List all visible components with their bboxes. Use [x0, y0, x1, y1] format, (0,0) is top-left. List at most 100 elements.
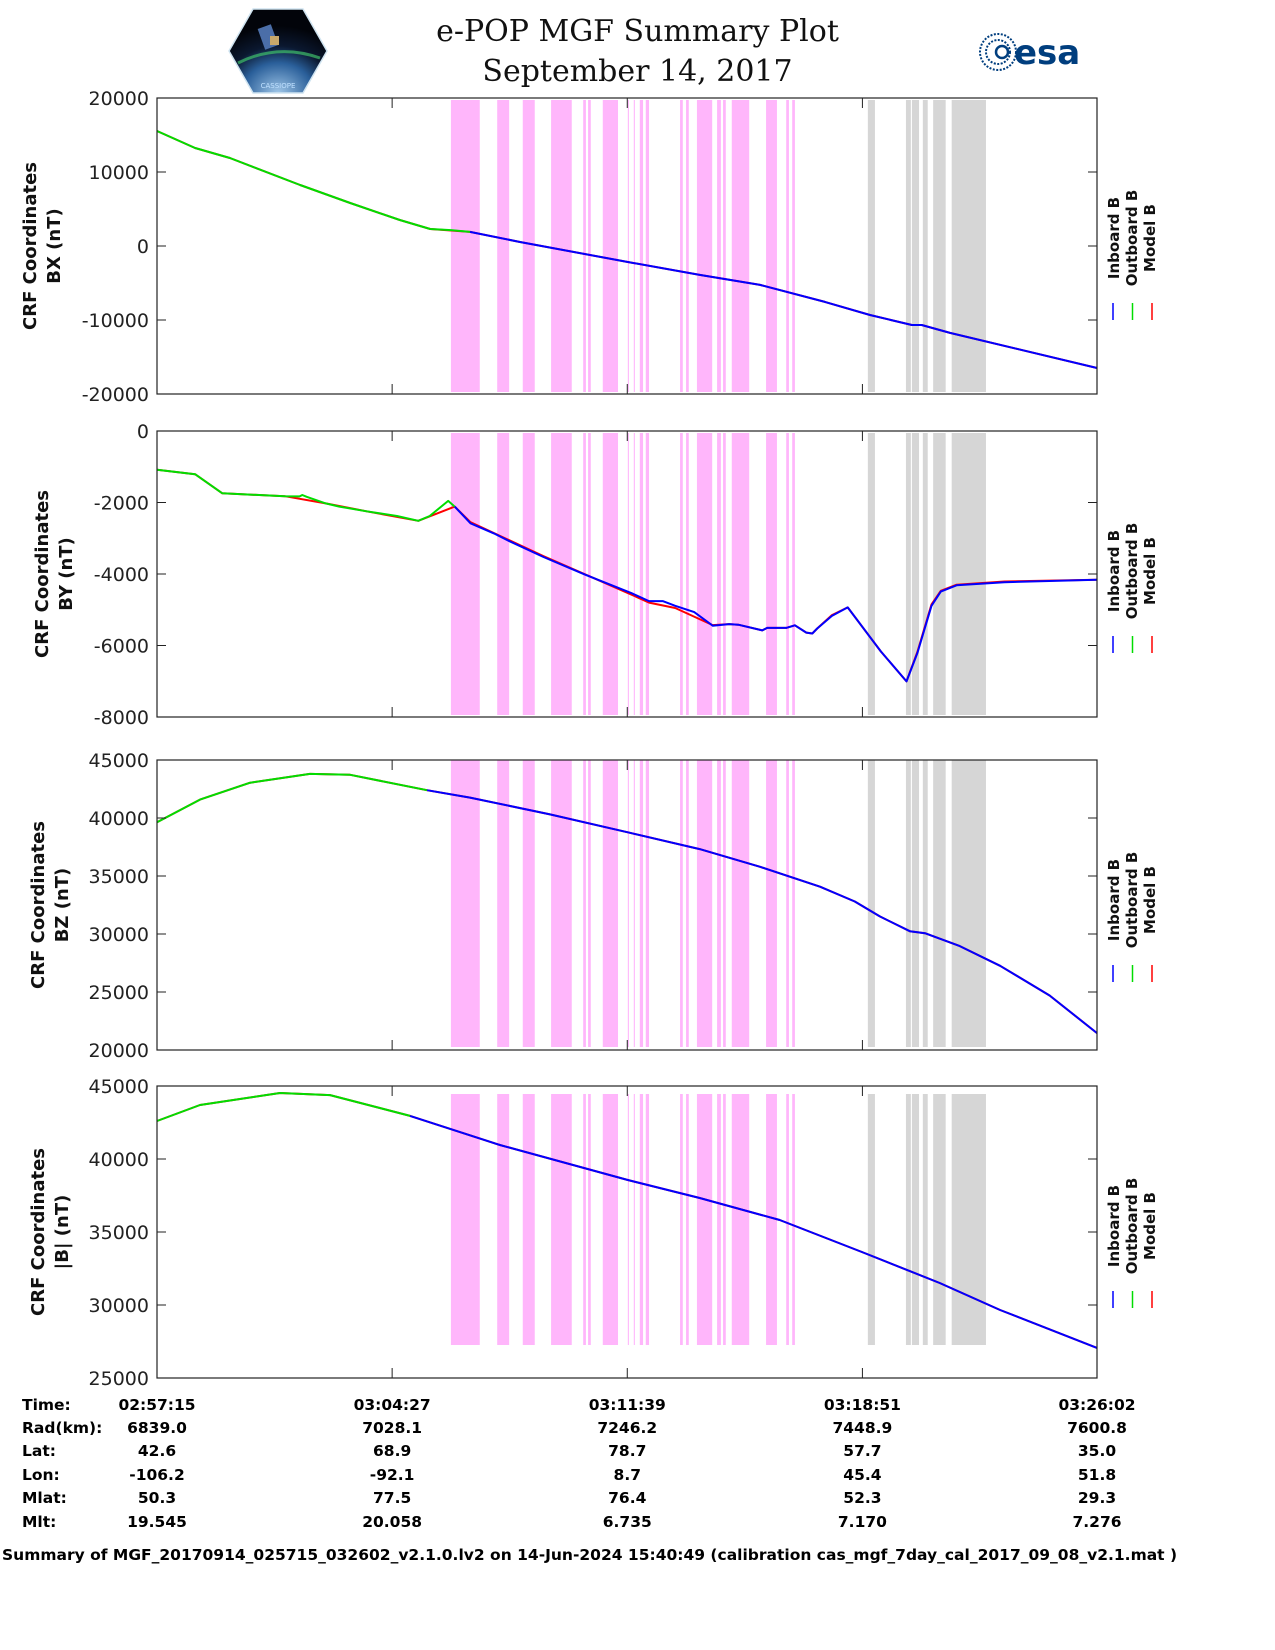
orbit-row-value: 03:11:39	[588, 1396, 666, 1414]
y-tick-label: 40000	[89, 1149, 149, 1171]
pink-interval-band	[627, 1094, 629, 1345]
gray-interval-band	[905, 760, 911, 1047]
legend-label: Outboard B	[1123, 190, 1141, 287]
y-tick-label: 35000	[89, 866, 149, 888]
pink-interval-band	[717, 1094, 721, 1345]
gray-interval-band	[905, 433, 911, 715]
gray-interval-band	[911, 760, 920, 1047]
orbit-row-value: -106.2	[129, 1466, 185, 1484]
gray-interval-band	[905, 100, 911, 392]
legend-label: Outboard B	[1123, 1178, 1141, 1275]
pink-interval-band	[645, 100, 650, 392]
pink-interval-band	[522, 760, 535, 1047]
pink-interval-band	[786, 100, 789, 392]
pink-interval-band	[602, 760, 619, 1047]
plot-frame	[156, 97, 1098, 395]
orbit-row-label: Time:	[22, 1396, 71, 1414]
series-line-inboard-b	[409, 1114, 1098, 1349]
pink-interval-band	[792, 433, 795, 715]
pink-interval-band	[680, 1094, 683, 1345]
series-line-outboard-b	[156, 772, 428, 824]
orbit-row-value: 42.6	[137, 1442, 177, 1460]
pink-interval-band	[723, 760, 726, 1047]
pink-interval-band	[645, 1094, 650, 1345]
series-line-outboard-b	[156, 1092, 411, 1122]
y-tick-label: 20000	[89, 88, 149, 110]
gray-interval-band	[867, 1094, 875, 1345]
y-tick-label: -10000	[82, 310, 149, 332]
pink-interval-band	[786, 1094, 789, 1345]
pink-interval-band	[583, 760, 586, 1047]
orbit-row-value: 7246.2	[597, 1419, 658, 1437]
orbit-row-label: Rad(km):	[22, 1419, 103, 1437]
legend-label: Inboard B	[1105, 197, 1123, 279]
y-tick-label: -8000	[94, 707, 149, 729]
orbit-row-value: 6.735	[602, 1513, 652, 1531]
orbit-row-value: 20.058	[362, 1513, 423, 1531]
gray-interval-band	[911, 433, 920, 715]
orbit-row-value: 78.7	[608, 1442, 647, 1460]
pink-interval-band	[696, 760, 713, 1047]
orbit-row-value: 50.3	[137, 1489, 177, 1507]
legend-label: Outboard B	[1123, 852, 1141, 949]
gray-interval-band	[867, 760, 875, 1047]
pink-interval-band	[680, 433, 683, 715]
pink-interval-band	[588, 760, 591, 1047]
pink-interval-band	[766, 100, 777, 392]
orbit-row-label: Lon:	[22, 1466, 60, 1484]
y-tick-label: 25000	[89, 1368, 149, 1390]
legend-label: Outboard B	[1123, 523, 1141, 620]
pink-interval-band	[602, 1094, 619, 1345]
legend-label: Inboard B	[1105, 859, 1123, 941]
pink-interval-band	[627, 433, 629, 715]
pink-interval-band	[717, 100, 721, 392]
y-tick-label: 25000	[89, 982, 149, 1004]
pink-interval-band	[551, 433, 572, 715]
pink-interval-band	[639, 100, 644, 392]
gray-interval-band	[922, 433, 928, 715]
pink-interval-band	[497, 760, 510, 1047]
esa-logo-text: esa	[1014, 33, 1080, 73]
cassiope-logo-text: CASSIOPE	[261, 82, 296, 90]
y-axis-label: BY (nT)	[56, 537, 77, 611]
orbit-row-value: 19.545	[127, 1513, 187, 1531]
gray-interval-band	[911, 1094, 920, 1345]
orbit-row-value: 03:18:51	[823, 1396, 901, 1414]
plot-date: September 14, 2017	[482, 54, 793, 89]
pink-interval-band	[731, 100, 750, 392]
orbit-row-label: Mlat:	[22, 1489, 67, 1507]
pink-interval-band	[633, 1094, 635, 1345]
series-line-outboard-b	[156, 468, 456, 522]
pink-interval-band	[588, 433, 591, 715]
pink-interval-band	[627, 760, 629, 1047]
panel-3: 20000 25000 30000 35000 40000 45000 CRF Coordi…	[28, 750, 1159, 1062]
pink-interval-band	[583, 1094, 586, 1345]
pink-interval-band	[717, 760, 721, 1047]
orbit-row-value: 57.7	[843, 1442, 882, 1460]
orbit-row-value: 7600.8	[1067, 1419, 1127, 1437]
y-tick-label: 45000	[89, 750, 149, 772]
pink-interval-band	[639, 1094, 644, 1345]
pink-interval-band	[497, 433, 510, 715]
y-tick-label: -20000	[82, 384, 149, 406]
series-line-inboard-b	[426, 789, 1098, 1034]
plot-title: e-POP MGF Summary Plot	[436, 14, 839, 49]
y-tick-label: 40000	[89, 808, 149, 830]
esa-logo: esa	[979, 33, 1080, 73]
cassiope-logo: CASSIOPE	[228, 8, 328, 94]
orbit-row-value: 7448.9	[832, 1419, 893, 1437]
gray-interval-band	[933, 100, 946, 392]
panel-4: 25000 30000 35000 40000 45000 CRF Coordinates…	[28, 1076, 1159, 1390]
pink-interval-band	[639, 433, 644, 715]
pink-interval-band	[723, 1094, 726, 1345]
pink-interval-band	[551, 1094, 572, 1345]
orbit-row-value: 51.8	[1077, 1466, 1117, 1484]
y-tick-label: 30000	[89, 924, 149, 946]
orbit-row-value: 7.170	[837, 1513, 887, 1531]
gray-interval-band	[933, 433, 946, 715]
gray-interval-band	[867, 433, 875, 715]
series-line-inboard-b	[453, 505, 1098, 683]
pink-interval-band	[551, 760, 572, 1047]
gray-interval-band	[867, 100, 875, 392]
orbit-row-value: 29.3	[1077, 1489, 1117, 1507]
